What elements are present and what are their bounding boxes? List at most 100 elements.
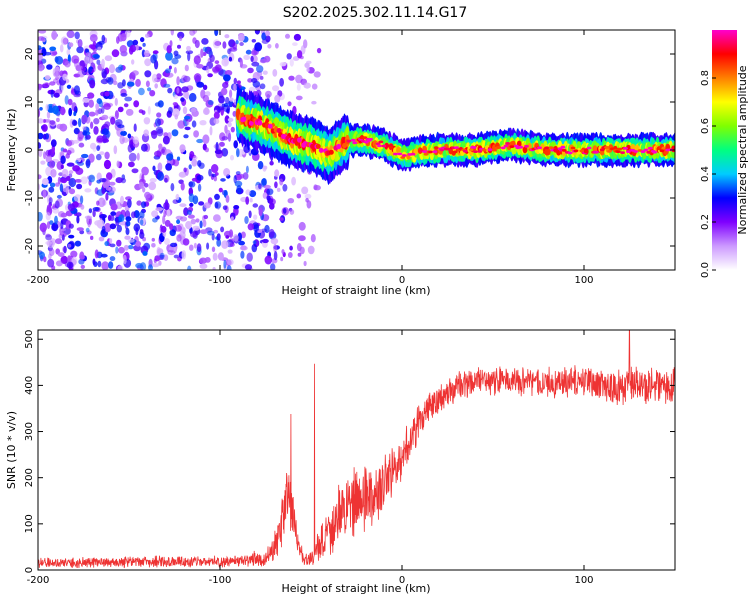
heatmap-noise-cell bbox=[214, 149, 223, 155]
heatmap-noise-cell bbox=[233, 140, 238, 149]
heatmap-noise-cell bbox=[265, 90, 272, 98]
heatmap-noise-cell bbox=[181, 250, 187, 260]
heatmap-noise-cell bbox=[113, 145, 118, 155]
heatmap-noise-cell bbox=[168, 106, 173, 115]
heatmap-noise-cell bbox=[88, 174, 96, 183]
heatmap-noise-cell bbox=[262, 238, 269, 244]
heatmap-noise-cell bbox=[50, 139, 57, 148]
heatmap-noise-cell bbox=[307, 245, 315, 255]
heatmap-noise-cell bbox=[195, 218, 200, 223]
heatmap-noise-cell bbox=[311, 83, 318, 90]
heatmap-noise-cell bbox=[161, 148, 165, 154]
heatmap-noise-cell bbox=[68, 170, 74, 174]
heatmap-noise-cell bbox=[38, 174, 42, 180]
heatmap-noise-cell bbox=[55, 56, 64, 65]
heatmap-noise-cell bbox=[106, 172, 113, 181]
heatmap-noise-cell bbox=[193, 55, 201, 65]
heatmap-ridge-cell bbox=[583, 150, 589, 154]
heatmap-noise-cell bbox=[177, 31, 185, 39]
heatmap-noise-cell bbox=[60, 155, 66, 164]
heatmap-noise-cell bbox=[254, 42, 263, 52]
heatmap-noise-cell bbox=[154, 150, 162, 157]
heatmap-noise-cell bbox=[54, 200, 60, 209]
heatmap-noise-cell bbox=[267, 44, 272, 49]
heatmap-noise-cell bbox=[287, 198, 295, 204]
heatmap-noise-cell bbox=[105, 192, 109, 201]
heatmap-noise-cell bbox=[144, 58, 152, 67]
heatmap-noise-cell bbox=[85, 134, 91, 140]
snr-series-line bbox=[38, 330, 675, 569]
heatmap-noise-cell bbox=[229, 242, 235, 247]
heatmap-noise-cell bbox=[59, 123, 68, 132]
heatmap-noise-cell bbox=[117, 246, 125, 254]
heatmap-ridge-cell bbox=[276, 127, 282, 134]
heatmap-noise-cell bbox=[131, 70, 139, 76]
heatmap-noise-cell bbox=[75, 64, 81, 72]
heatmap-noise-cell bbox=[88, 99, 94, 108]
heatmap-noise-cell bbox=[127, 245, 134, 250]
heatmap-noise-cell bbox=[151, 210, 159, 218]
heatmap-noise-cell bbox=[94, 220, 102, 226]
heatmap-noise-cell bbox=[223, 168, 231, 177]
colorbar-tick-label: 0.4 bbox=[700, 166, 711, 182]
heatmap-noise-cell bbox=[115, 177, 123, 184]
heatmap-noise-cell bbox=[204, 147, 209, 153]
heatmap-noise-cell bbox=[135, 78, 141, 87]
heatmap-noise-cell bbox=[76, 215, 80, 224]
heatmap-ridge-cell bbox=[522, 146, 528, 154]
heatmap-noise-cell bbox=[163, 83, 171, 88]
heatmap-ridge-cell bbox=[471, 146, 477, 149]
heatmap-noise-cell bbox=[75, 160, 79, 164]
heatmap-noise-cell bbox=[60, 164, 64, 169]
heatmap-noise-cell bbox=[258, 207, 263, 217]
heatmap-noise-cell bbox=[42, 133, 47, 140]
heatmap-noise-cell bbox=[273, 243, 278, 253]
heatmap-noise-cell bbox=[170, 183, 175, 192]
heatmap-noise-cell bbox=[185, 50, 194, 55]
heatmap-noise-cell bbox=[194, 39, 200, 49]
heatmap-noise-cell bbox=[206, 242, 210, 250]
heatmap-noise-cell bbox=[84, 215, 93, 220]
heatmap-noise-cell bbox=[185, 221, 192, 230]
heatmap-noise-cell bbox=[101, 128, 109, 136]
heatmap-noise-cell bbox=[217, 106, 225, 111]
heatmap-noise-cell bbox=[270, 237, 279, 245]
heatmap-ridge-cell bbox=[561, 149, 567, 152]
heatmap-noise-cell bbox=[89, 34, 98, 43]
heatmap-noise-cell bbox=[253, 224, 260, 233]
heatmap-noise-cell bbox=[221, 103, 226, 108]
heatmap-noise-cell bbox=[173, 50, 179, 57]
heatmap-noise-cell bbox=[104, 55, 113, 62]
heatmap-noise-cell bbox=[152, 263, 160, 268]
heatmap-noise-cell bbox=[191, 120, 197, 128]
heatmap-noise-cell bbox=[43, 256, 47, 263]
heatmap-noise-cell bbox=[272, 85, 280, 92]
heatmap-ridge-cell bbox=[297, 137, 302, 143]
heatmap-noise-cell bbox=[236, 173, 245, 179]
heatmap-noise-cell bbox=[151, 243, 156, 248]
heatmap-noise-cell bbox=[172, 108, 180, 118]
heatmap-noise-cell bbox=[198, 162, 205, 169]
colorbar-tick-label: 0.6 bbox=[700, 118, 711, 134]
spectrogram-ytick-label: 0 bbox=[24, 147, 35, 153]
heatmap-noise-cell bbox=[176, 219, 181, 224]
heatmap-noise-cell bbox=[141, 201, 147, 209]
heatmap-noise-cell bbox=[77, 39, 83, 48]
heatmap-noise-cell bbox=[48, 248, 55, 256]
heatmap-noise-cell bbox=[154, 102, 161, 107]
heatmap-noise-cell bbox=[303, 39, 308, 49]
heatmap-noise-cell bbox=[101, 261, 109, 270]
heatmap-noise-cell bbox=[313, 185, 321, 191]
heatmap-noise-cell bbox=[197, 183, 202, 192]
snr-xtick-label: 100 bbox=[574, 575, 593, 586]
heatmap-noise-cell bbox=[193, 130, 200, 138]
heatmap-ridge-cell bbox=[267, 123, 273, 129]
heatmap-noise-cell bbox=[110, 203, 118, 211]
heatmap-noise-cell bbox=[269, 160, 274, 166]
heatmap-noise-cell bbox=[212, 267, 216, 270]
heatmap-noise-cell bbox=[193, 242, 197, 249]
heatmap-noise-cell bbox=[220, 178, 226, 182]
heatmap-noise-cell bbox=[50, 89, 54, 98]
heatmap-ridge-cell bbox=[310, 143, 315, 149]
heatmap-noise-cell bbox=[313, 71, 321, 78]
